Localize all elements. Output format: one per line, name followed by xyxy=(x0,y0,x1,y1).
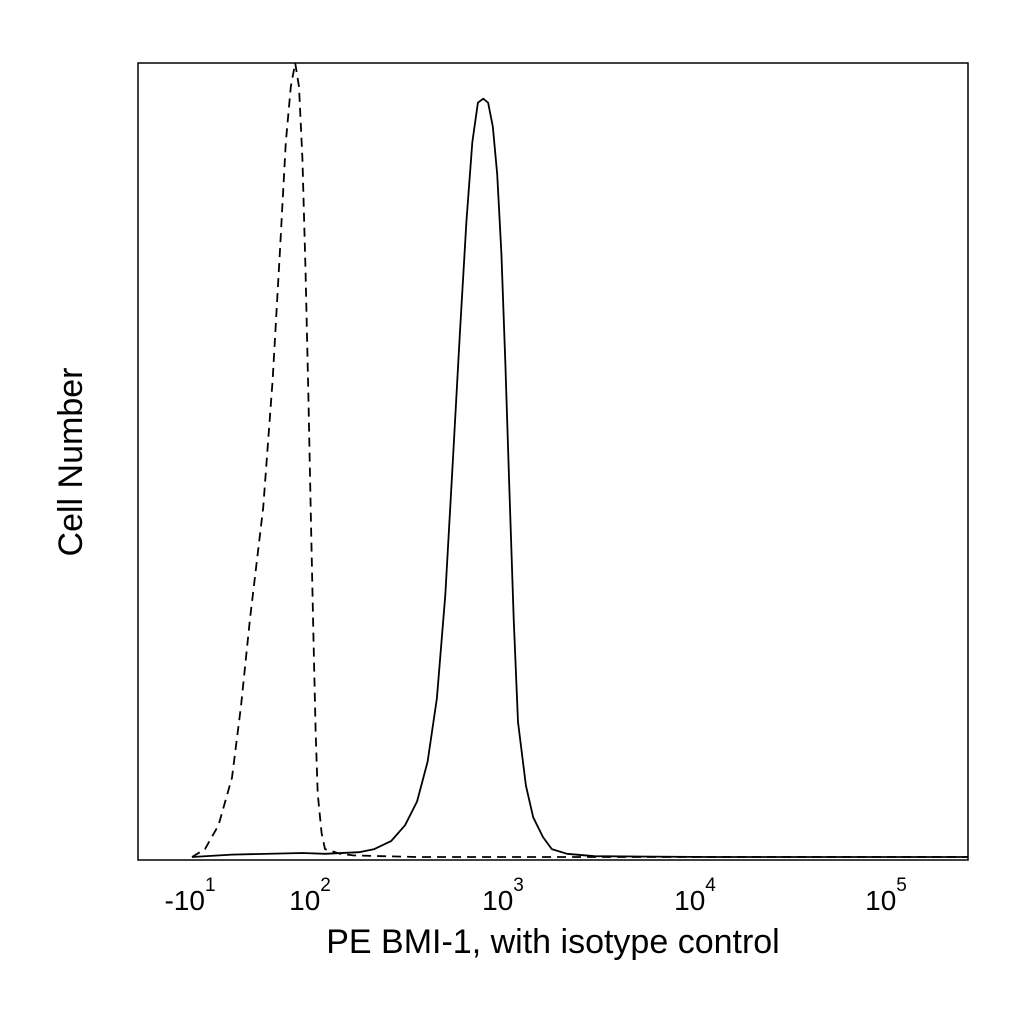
x-tick-label: 104 xyxy=(674,875,716,916)
x-tick-labels: -101 102 103 104 105 xyxy=(164,875,906,916)
isotype-control-histogram-line xyxy=(191,62,968,858)
x-tick-label: -101 xyxy=(164,875,215,916)
x-axis-label: PE BMI-1, with isotype control xyxy=(326,923,780,961)
x-tick-label: 103 xyxy=(482,875,524,916)
x-tick-label: 102 xyxy=(289,875,331,916)
plot-frame xyxy=(137,62,969,861)
x-tick-label: 105 xyxy=(865,875,907,916)
y-axis-label: Cell Number xyxy=(52,368,90,557)
series-layer xyxy=(191,62,968,858)
pe-bmi-1-histogram-line xyxy=(191,97,968,858)
